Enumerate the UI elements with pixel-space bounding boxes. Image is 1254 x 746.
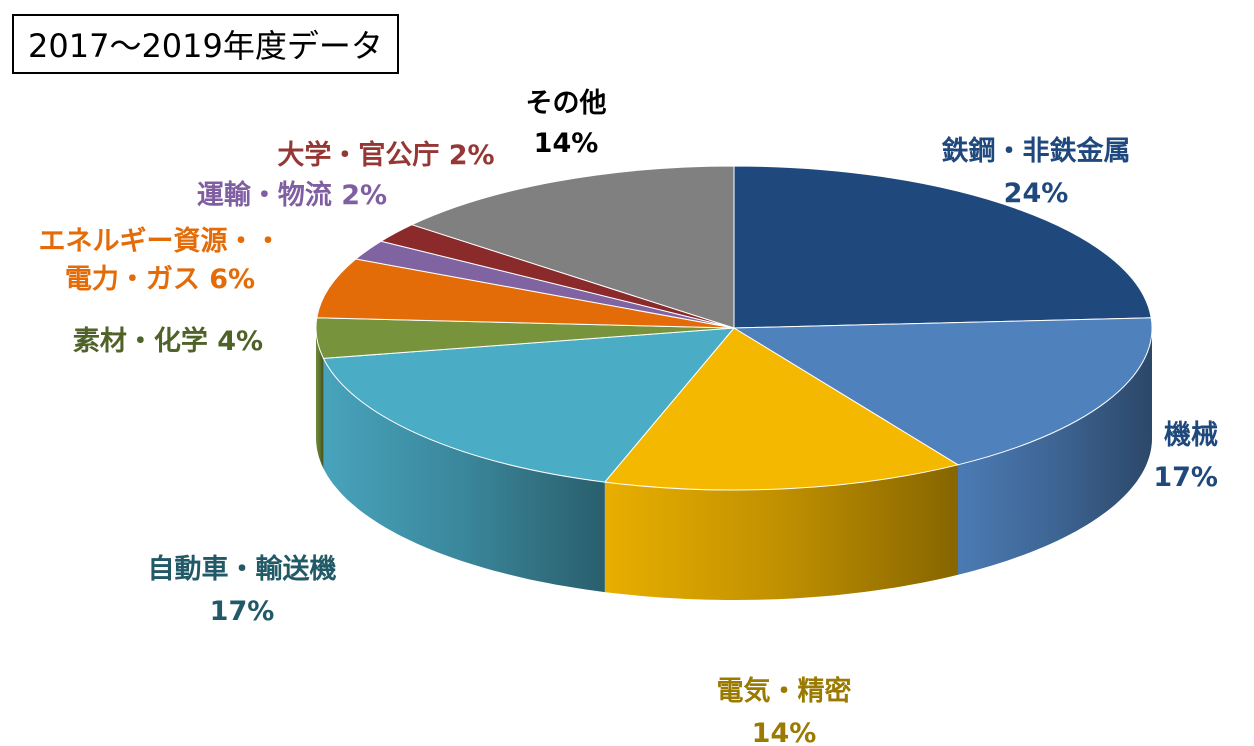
pie-slice-8 bbox=[410, 165, 735, 329]
slice-label-8-line2: 14% bbox=[534, 128, 599, 159]
slice-label-4: 素材・化学 4% bbox=[73, 325, 263, 357]
slice-label-0: 鉄鋼・非鉄金属 bbox=[942, 135, 1131, 167]
pie-slices bbox=[315, 165, 1153, 491]
slice-label-8: その他 bbox=[526, 88, 607, 119]
slice-label-7: 大学・官公庁 2% bbox=[277, 139, 494, 171]
slice-label-3: 自動車・輸送機 bbox=[148, 553, 337, 585]
slice-label-1-line2: 17% bbox=[1153, 462, 1218, 493]
slice-label-2: 電気・精密 bbox=[717, 675, 852, 707]
chart-title: 2017〜2019年度データ bbox=[28, 27, 383, 65]
slice-label-3-line2: 17% bbox=[210, 596, 275, 627]
slice-label-5: エネルギー資源・・ bbox=[39, 226, 282, 257]
slice-label-1: 機械 bbox=[1164, 420, 1218, 451]
slice-label-2-line2: 14% bbox=[752, 718, 817, 746]
chart-title-box: 2017〜2019年度データ bbox=[12, 14, 399, 74]
pie-slice-5 bbox=[316, 258, 735, 329]
side-shade-4 bbox=[316, 328, 324, 469]
slice-label-0-line2: 24% bbox=[1004, 178, 1069, 209]
pie-slice-2 bbox=[603, 327, 960, 491]
pie-slice-1 bbox=[732, 317, 1153, 466]
slice-label-6: 運輸・物流 2% bbox=[197, 179, 387, 211]
pie-slice-0 bbox=[733, 165, 1152, 329]
slice-label-5-line2: 電力・ガス 6% bbox=[65, 264, 255, 295]
side-shade-2 bbox=[604, 464, 958, 600]
pie-slice-3 bbox=[322, 327, 736, 483]
pie-labels: 鉄鋼・非鉄金属 24% 機械 17% 電気・精密 14% 自動車・輸送機 17% 素材・化学 4… bbox=[39, 88, 1219, 746]
pie-side-walls bbox=[316, 328, 1152, 600]
side-shade-1 bbox=[958, 328, 1152, 575]
side-shade-3 bbox=[323, 358, 605, 593]
